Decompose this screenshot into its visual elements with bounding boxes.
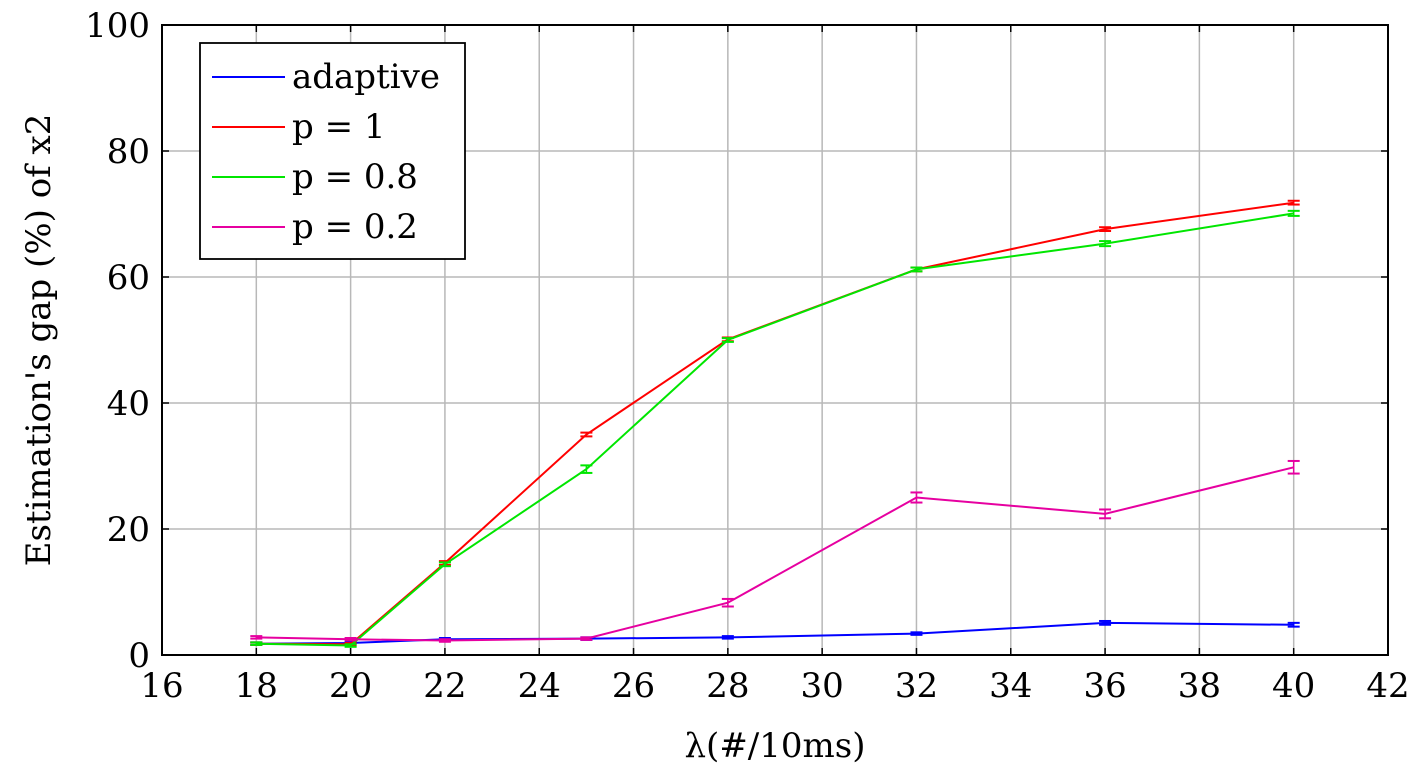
series-0 [250, 619, 1300, 646]
series-layer [250, 199, 1300, 648]
error-bar [1287, 621, 1300, 628]
error-bar [1287, 199, 1300, 206]
legend-box [199, 42, 466, 260]
error-bar [438, 561, 451, 568]
error-bar [721, 597, 734, 608]
series-line [256, 621, 1294, 645]
error-bar [910, 491, 923, 504]
x-tick-label: 34 [989, 666, 1032, 706]
x-axis-label: λ(#/10ms) [685, 726, 866, 765]
error-bar [1287, 209, 1300, 217]
y-tick-label: 0 [128, 636, 150, 676]
y-tick-label: 60 [107, 258, 150, 298]
legend: adaptive p = 1 p = 0.8 p = 0.2 [199, 42, 466, 260]
legend-label: p = 1 [292, 107, 386, 147]
x-tick-label: 26 [612, 666, 655, 706]
x-tick-label: 20 [329, 666, 372, 706]
error-bar [580, 464, 593, 474]
x-tick-label: 22 [423, 666, 466, 706]
x-tick-label: 36 [1083, 666, 1126, 706]
error-bar [344, 636, 357, 642]
error-bar [1099, 508, 1112, 520]
error-bar [721, 337, 734, 343]
ticks: 16 18 20 22 24 26 28 30 32 34 36 38 40 42 0 20 40 60 80 100 [85, 6, 1410, 706]
error-bar [580, 636, 593, 641]
error-bar [438, 638, 451, 643]
x-tick-label: 40 [1272, 666, 1315, 706]
series-3 [250, 459, 1300, 643]
error-bar [1099, 240, 1112, 248]
x-tick-label: 32 [895, 666, 938, 706]
error-bar [721, 635, 734, 640]
error-bar [250, 641, 263, 646]
series-1 [250, 199, 1300, 647]
error-bar [344, 643, 357, 648]
legend-item: p = 1 [212, 107, 386, 147]
error-bar [910, 631, 923, 636]
error-bar [1099, 619, 1112, 626]
series-line [256, 212, 1294, 647]
series-2 [250, 209, 1300, 648]
y-tick-label: 100 [85, 6, 150, 46]
legend-item: p = 0.8 [212, 157, 418, 197]
x-tick-label: 16 [140, 666, 183, 706]
y-tick-label: 80 [107, 132, 150, 172]
error-bar [1287, 459, 1300, 475]
error-bar [1099, 226, 1112, 233]
error-bar [910, 266, 923, 273]
error-bar [250, 635, 263, 640]
plot-frame [161, 24, 1389, 656]
series-line [256, 466, 1294, 642]
error-bar [580, 431, 593, 438]
x-tick-label: 28 [706, 666, 749, 706]
legend-item: adaptive [212, 57, 440, 97]
x-tick-label: 38 [1178, 666, 1221, 706]
legend-label: p = 0.2 [292, 207, 418, 247]
legend-label: p = 0.8 [292, 157, 418, 197]
y-axis-label: Estimation's gap (%) of x2 [19, 114, 59, 567]
legend-label: adaptive [292, 57, 440, 97]
x-tick-label: 18 [235, 666, 278, 706]
y-tick-label: 20 [107, 510, 150, 550]
x-tick-label: 30 [801, 666, 844, 706]
x-tick-label: 42 [1366, 666, 1409, 706]
x-tick-label: 24 [518, 666, 561, 706]
series-line [256, 201, 1294, 646]
legend-item: p = 0.2 [212, 207, 418, 247]
y-tick-label: 40 [107, 384, 150, 424]
